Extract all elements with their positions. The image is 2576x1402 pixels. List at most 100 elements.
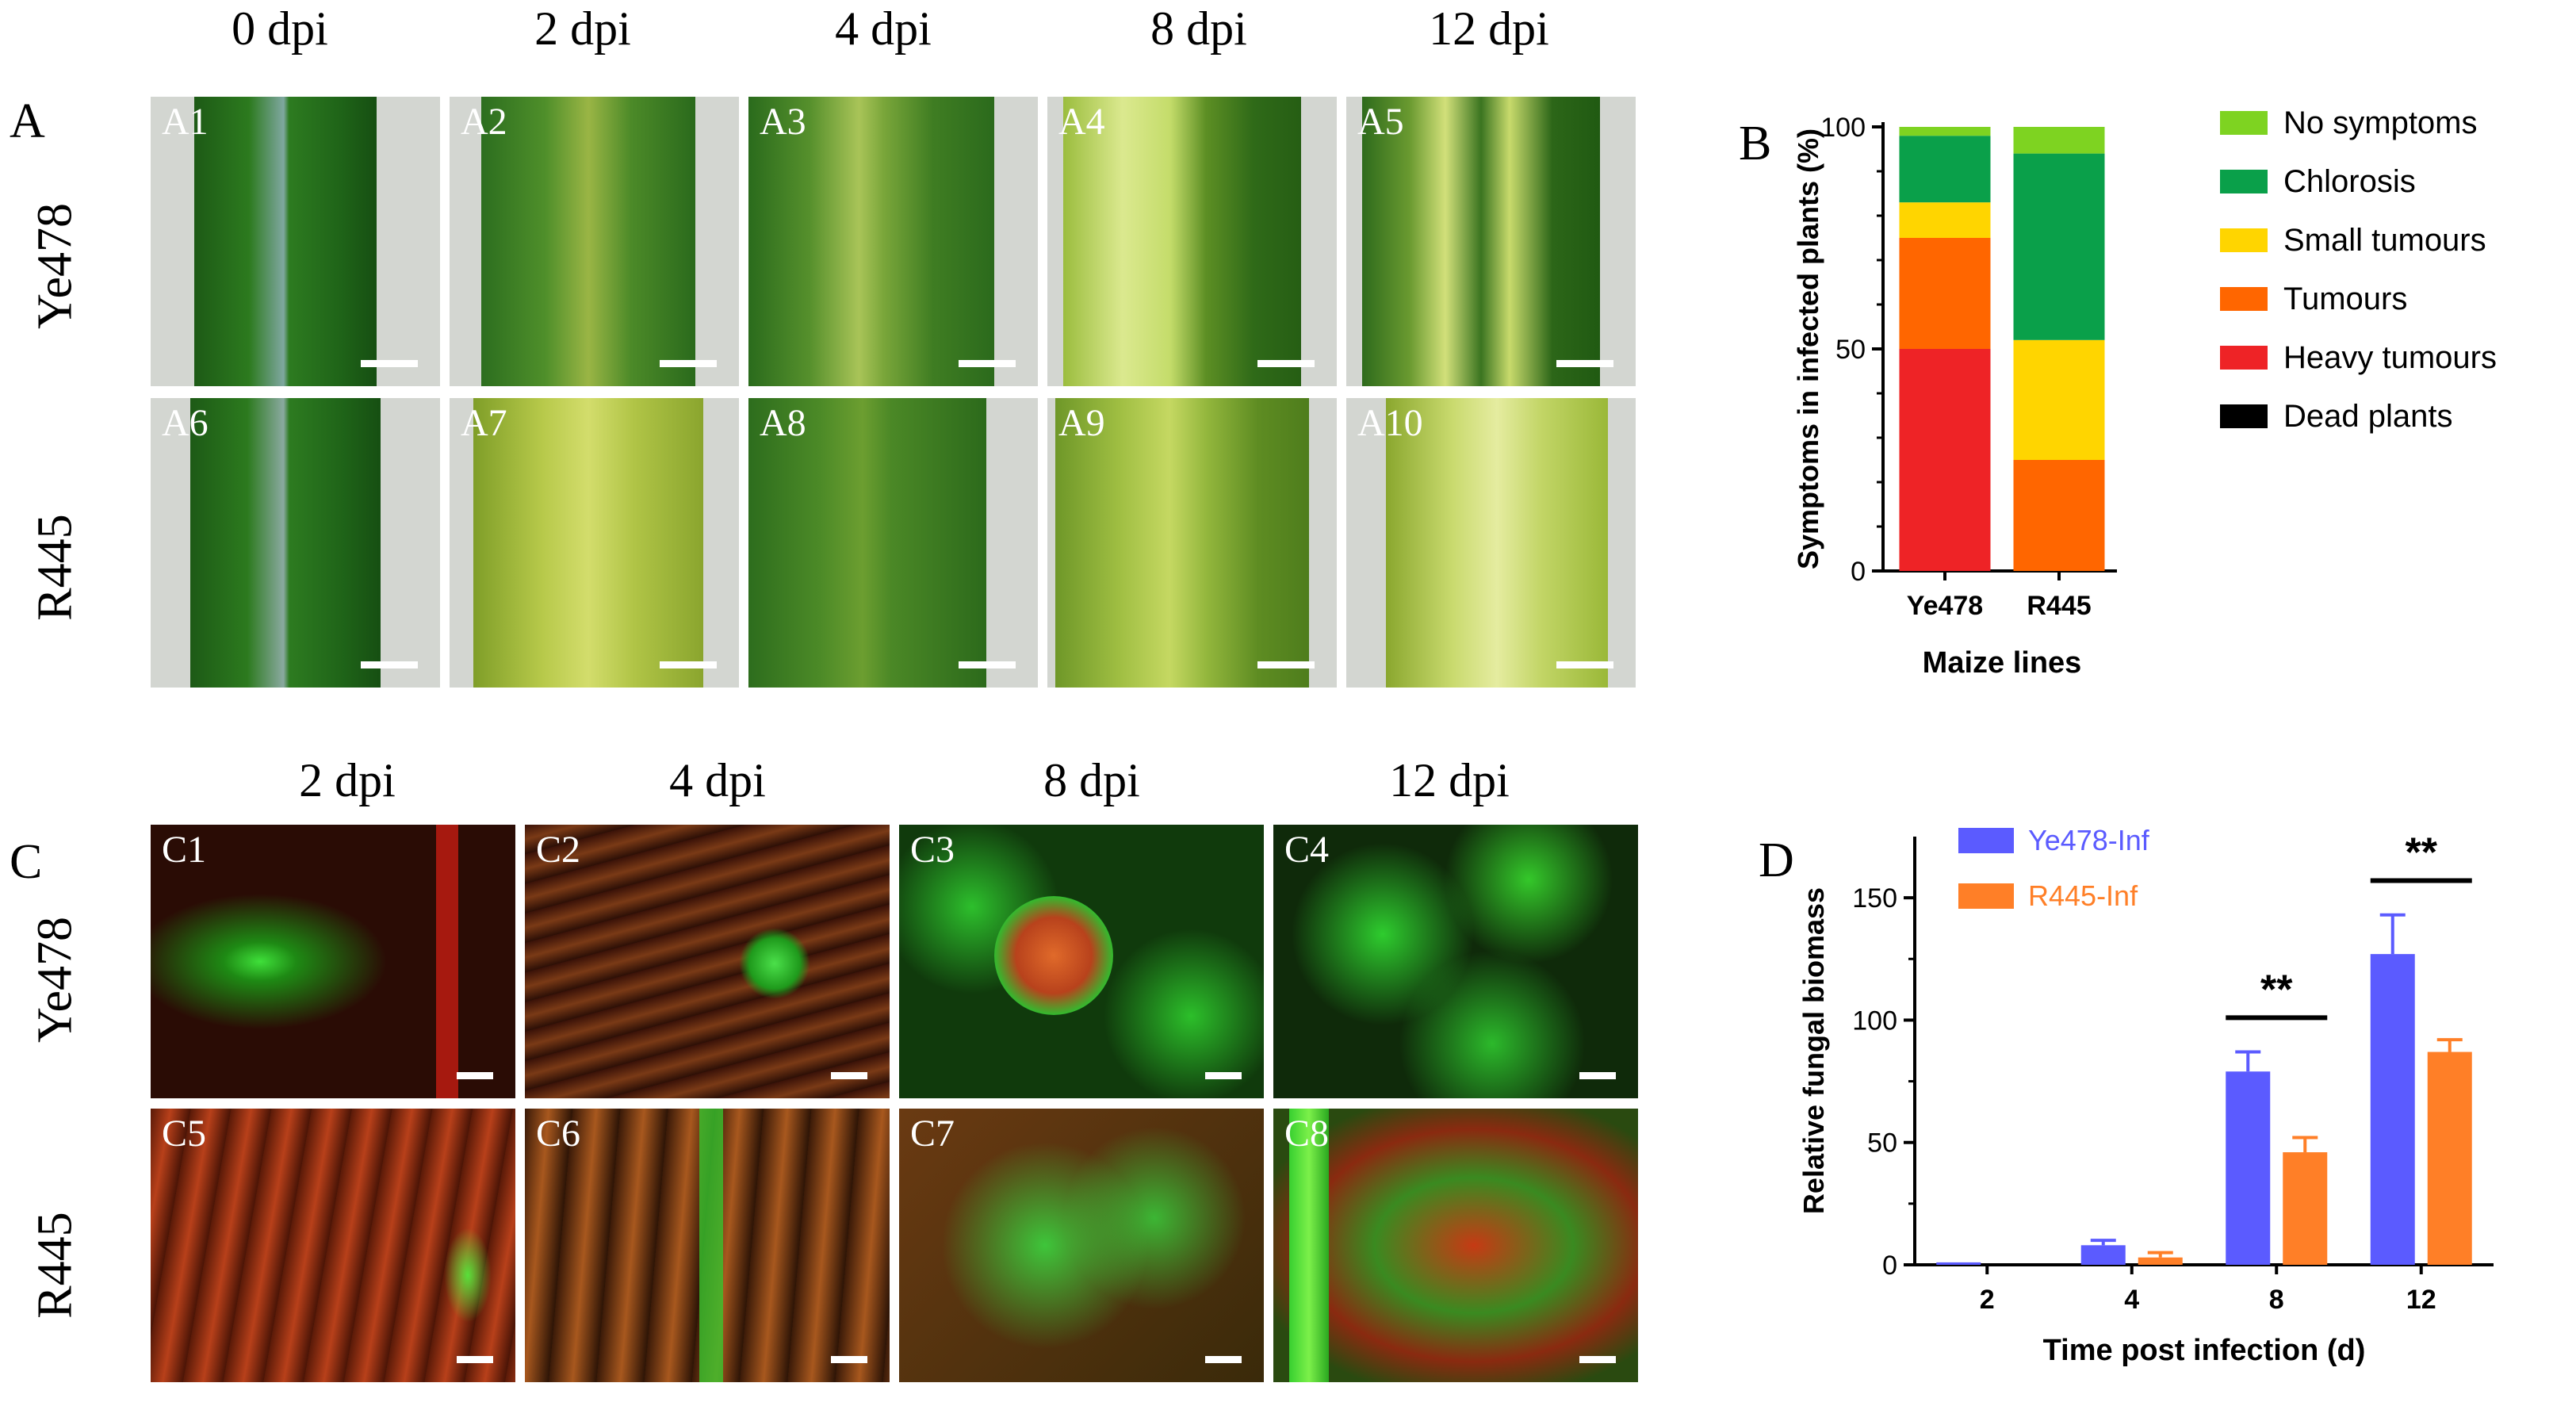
scale-bar bbox=[831, 1072, 867, 1079]
panel-a-letter: A bbox=[10, 94, 45, 148]
legend-label: No symptoms bbox=[2283, 105, 2478, 140]
x-tick-label: 2 bbox=[1980, 1285, 1995, 1315]
x-tick-label: R445 bbox=[2027, 591, 2091, 621]
tile-label-c3: C3 bbox=[910, 829, 955, 871]
leaf-photo-a10: A10 bbox=[1346, 398, 1636, 688]
tile-label-a8: A8 bbox=[760, 402, 806, 444]
x-axis-title: Time post infection (d) bbox=[2043, 1334, 2366, 1367]
y-tick-label: 50 bbox=[1867, 1128, 1897, 1159]
grouped-bar-chart: 0 50 100 150 2 4 8 12 ** ** Time post infection (d… bbox=[1797, 824, 2494, 1367]
tile-label-a1: A1 bbox=[162, 101, 209, 143]
legend-swatch bbox=[1958, 883, 2014, 909]
y-axis-title: Relative fungal biomass bbox=[1797, 887, 1830, 1214]
tile-label-c6: C6 bbox=[536, 1113, 581, 1155]
panel-a-col-2: 4 dpi bbox=[835, 2, 932, 55]
y-tick-label: 0 bbox=[1882, 1251, 1897, 1281]
bar bbox=[1936, 1262, 1981, 1265]
bar-segment bbox=[1899, 127, 1991, 136]
panel-c-col-0: 2 dpi bbox=[299, 754, 396, 806]
panel-a-col-4: 12 dpi bbox=[1429, 2, 1549, 55]
legend-label: Chlorosis bbox=[2283, 164, 2416, 199]
tile-label-a7: A7 bbox=[461, 402, 507, 444]
legend-swatch bbox=[2220, 287, 2268, 311]
panel-c-letter: C bbox=[10, 835, 43, 889]
tile-label-a9: A9 bbox=[1058, 402, 1105, 444]
leaf-photo-a2: A2 bbox=[450, 97, 739, 386]
leaf-photo-a8: A8 bbox=[748, 398, 1038, 688]
leaf-photo-a9: A9 bbox=[1047, 398, 1337, 688]
leaf-photo-a1: A1 bbox=[151, 97, 440, 386]
bar-segment bbox=[2013, 460, 2105, 571]
x-tick-label: 12 bbox=[2406, 1285, 2436, 1315]
scale-bar bbox=[1205, 1072, 1242, 1079]
y-tick-label: 150 bbox=[1852, 883, 1897, 914]
scale-bar bbox=[959, 661, 1016, 668]
leaf-photo-a5: A5 bbox=[1346, 97, 1636, 386]
bar-segment bbox=[1899, 238, 1991, 349]
legend-swatch bbox=[2220, 111, 2268, 135]
fluorescence-photo-c8: C8 bbox=[1273, 1109, 1638, 1382]
fluorescence-photo-c5: C5 bbox=[151, 1109, 515, 1382]
x-axis-title: Maize lines bbox=[1923, 646, 2082, 680]
fluorescence-photo-c7: C7 bbox=[899, 1109, 1264, 1382]
scale-bar bbox=[1579, 1072, 1616, 1079]
bar-segment bbox=[2013, 153, 2105, 340]
leaf-photo-a3: A3 bbox=[748, 97, 1038, 386]
tile-label-c4: C4 bbox=[1284, 829, 1330, 871]
leaf-photo-a6: A6 bbox=[151, 398, 440, 688]
tile-label-c2: C2 bbox=[536, 829, 581, 871]
tile-label-a2: A2 bbox=[461, 101, 507, 143]
legend-label: Dead plants bbox=[2283, 399, 2452, 434]
panel-b-letter: B bbox=[1739, 117, 1772, 170]
panel-a-col-3: 8 dpi bbox=[1150, 2, 1247, 55]
fluorescence-photo-c1: C1 bbox=[151, 825, 515, 1098]
y-tick-label: 50 bbox=[1835, 335, 1866, 365]
panel-c-col-3: 12 dpi bbox=[1389, 754, 1510, 806]
scale-bar bbox=[457, 1072, 493, 1079]
fluorescence-photo-c3: C3 bbox=[899, 825, 1264, 1098]
bar bbox=[2370, 954, 2415, 1265]
stacked-bar-chart: 0 50 100 Ye478 R445 Maize lines Symptoms in in… bbox=[1792, 105, 2497, 680]
x-tick-label: Ye478 bbox=[1907, 591, 1983, 621]
panel-c-row-ye478: Ye478 bbox=[28, 916, 82, 1044]
panel-a-col-1: 2 dpi bbox=[534, 2, 631, 55]
bar bbox=[2427, 1052, 2472, 1265]
bar-segment bbox=[1899, 202, 1991, 238]
y-tick-label: 100 bbox=[1820, 113, 1866, 143]
bar bbox=[2283, 1152, 2328, 1265]
y-axis-title: Symptoms in infected plants (%) bbox=[1792, 128, 1824, 569]
scale-bar bbox=[1579, 1356, 1616, 1363]
scale-bar bbox=[1205, 1356, 1242, 1363]
scale-bar bbox=[361, 360, 418, 367]
scale-bar bbox=[831, 1356, 867, 1363]
tile-label-c5: C5 bbox=[162, 1113, 207, 1155]
panel-c-col-1: 4 dpi bbox=[669, 754, 766, 806]
panel-c-row-r445: R445 bbox=[28, 1212, 82, 1319]
panel-a-col-0: 0 dpi bbox=[232, 2, 328, 55]
bar bbox=[2226, 1071, 2271, 1265]
x-tick-label: 4 bbox=[2124, 1285, 2139, 1315]
scale-bar bbox=[660, 661, 717, 668]
tile-label-c7: C7 bbox=[910, 1113, 955, 1155]
tile-label-a4: A4 bbox=[1058, 101, 1105, 143]
significance-label: ** bbox=[2260, 967, 2293, 1013]
y-tick-label: 100 bbox=[1852, 1006, 1897, 1036]
bar bbox=[2138, 1257, 2183, 1265]
legend-label: Tumours bbox=[2283, 282, 2407, 316]
fluorescence-photo-c2: C2 bbox=[525, 825, 890, 1098]
panel-a-row-ye478: Ye478 bbox=[28, 202, 82, 330]
leaf-photo-a4: A4 bbox=[1047, 97, 1337, 386]
bar-segment bbox=[2013, 339, 2105, 460]
fluorescence-photo-c4: C4 bbox=[1273, 825, 1638, 1098]
tile-label-c8: C8 bbox=[1284, 1113, 1330, 1155]
legend-swatch bbox=[1958, 828, 2014, 853]
legend-swatch bbox=[2220, 170, 2268, 193]
significance-label: ** bbox=[2406, 830, 2438, 876]
panel-c-col-2: 8 dpi bbox=[1043, 754, 1140, 806]
x-tick-label: 8 bbox=[2269, 1285, 2284, 1315]
legend-label: R445-Inf bbox=[2028, 879, 2138, 912]
bar bbox=[2080, 1245, 2126, 1265]
panel-a-row-r445: R445 bbox=[28, 514, 82, 621]
leaf-photo-a7: A7 bbox=[450, 398, 739, 688]
legend-swatch bbox=[2220, 346, 2268, 370]
